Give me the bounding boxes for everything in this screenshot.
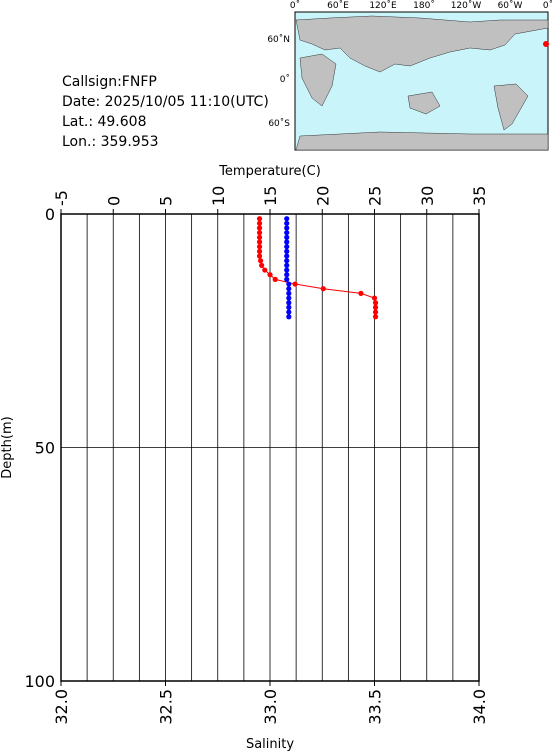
x2-tick-label: 33.0 — [261, 689, 280, 725]
profile-point — [292, 281, 298, 287]
profile-point — [284, 262, 290, 268]
map — [294, 11, 549, 151]
x-tick-label: 35 — [470, 186, 489, 206]
info-line: Lat.: 49.608 — [62, 114, 146, 130]
x-tick-label: -5 — [52, 190, 71, 206]
profile-point — [256, 216, 263, 222]
profile-point — [372, 300, 379, 306]
x-tick-label: 30 — [418, 186, 437, 206]
profile-point — [262, 267, 268, 273]
map-lon-label: 0˚ — [543, 0, 553, 11]
x-tick-label: 15 — [261, 186, 280, 206]
x2-tick-label: 33.5 — [366, 689, 385, 725]
profile-point — [256, 234, 263, 240]
info-line: Callsign:FNFP — [62, 74, 157, 90]
map-position — [543, 41, 549, 47]
y-tick-label: 50 — [35, 439, 55, 458]
profile-point — [284, 253, 290, 259]
profile-point — [257, 258, 264, 264]
map-lon-label: 60˚W — [498, 0, 523, 11]
profile-point — [284, 244, 290, 250]
map-lat-label: 0˚ — [280, 74, 290, 85]
map-lon-label: 120˚W — [451, 0, 482, 11]
profile-point — [286, 286, 292, 292]
profile-point — [286, 304, 292, 310]
x-tick-label: 5 — [157, 196, 176, 206]
profile-point — [284, 276, 290, 282]
map-land — [299, 53, 337, 107]
map-lon-label: 120˚E — [369, 0, 397, 11]
profile-point — [284, 248, 290, 254]
info-line: Date: 2025/10/05 11:10(UTC) — [62, 94, 269, 110]
map-lon-label: 0˚ — [290, 0, 300, 11]
profile-point — [286, 300, 292, 306]
profile-point — [256, 244, 263, 250]
y-tick-label: 100 — [24, 672, 55, 691]
profile-point — [267, 272, 273, 278]
profile-point — [284, 267, 290, 273]
profile-point — [256, 253, 263, 259]
profile-point — [284, 225, 290, 231]
x2-axis-title: Salinity — [246, 737, 294, 751]
map-land — [295, 15, 549, 73]
profile-point — [284, 272, 290, 278]
profile-point — [256, 239, 263, 245]
map-land — [295, 131, 549, 151]
x2-tick-label: 32.0 — [52, 689, 71, 725]
profile-point — [284, 230, 290, 236]
x-tick-label: 10 — [209, 186, 228, 206]
profile-line — [259, 218, 377, 317]
profile-point — [256, 225, 263, 231]
profile-point — [284, 234, 290, 240]
profile-point — [371, 295, 378, 301]
profile-point — [320, 286, 326, 292]
x-tick-label: 0 — [104, 196, 123, 206]
x-tick-label: 20 — [313, 186, 332, 206]
profile-point — [259, 262, 265, 268]
x-axis-title: Temperature(C) — [218, 164, 321, 179]
profile-point — [358, 290, 364, 296]
profile-point — [286, 281, 292, 287]
x2-tick-label: 32.5 — [157, 689, 176, 725]
y-tick-label: 0 — [45, 205, 55, 224]
profile-point — [256, 230, 263, 236]
profile-point — [284, 216, 290, 222]
map-lat-label: 60˚N — [267, 34, 290, 45]
x-tick-label: 25 — [366, 186, 385, 206]
profile-point — [286, 290, 292, 296]
map-lat-label: 60˚S — [268, 118, 290, 129]
info-line: Lon.: 359.953 — [62, 134, 159, 150]
profile-point — [256, 248, 263, 254]
profile-point — [372, 309, 379, 315]
profile-point — [284, 239, 290, 245]
profile-point — [284, 220, 290, 226]
profile-point — [272, 276, 278, 282]
map-lon-label: 180˚ — [413, 0, 435, 11]
map-land — [407, 91, 441, 115]
map-lon-label: 60˚E — [327, 0, 349, 11]
x2-tick-label: 34.0 — [470, 689, 489, 725]
map-land — [493, 83, 529, 131]
profile-point — [256, 220, 263, 226]
profile-point — [286, 309, 292, 315]
profile-point — [372, 304, 379, 310]
profile-point — [372, 314, 379, 320]
profile-point — [284, 258, 290, 264]
profile-point — [286, 295, 292, 301]
y-axis-title: Depth(m) — [0, 416, 15, 478]
profile-point — [286, 314, 292, 320]
